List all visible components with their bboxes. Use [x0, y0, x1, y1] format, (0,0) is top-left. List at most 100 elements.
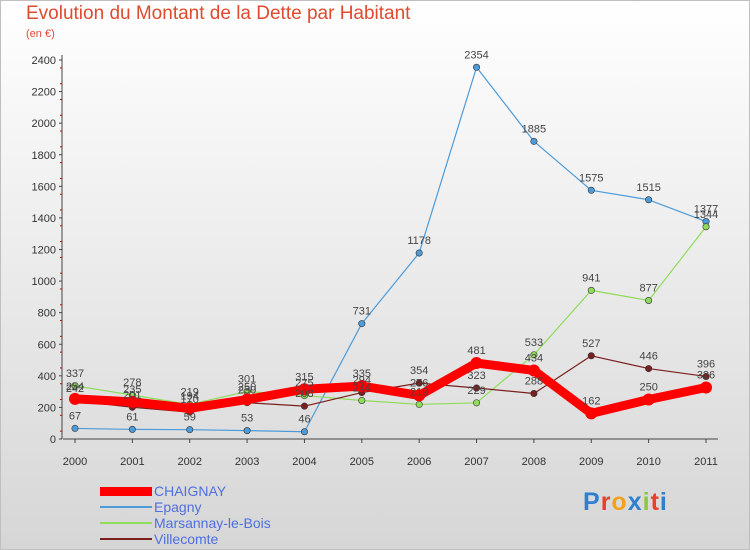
data-point: [413, 389, 426, 402]
x-tick-label: 2009: [579, 456, 603, 468]
data-point: [298, 383, 311, 396]
data-point: [645, 365, 653, 373]
logo-letter: x: [627, 488, 643, 516]
data-label: 446: [639, 351, 657, 363]
legend-label: Marsannay-le-Bois: [154, 515, 271, 531]
data-label: 162: [582, 395, 600, 407]
data-point: [587, 186, 595, 194]
data-point: [300, 428, 308, 436]
data-label: 170: [181, 394, 199, 406]
data-label: 219: [410, 386, 428, 398]
data-label: 201: [123, 389, 141, 401]
y-tick-label: 2000: [32, 118, 56, 130]
data-point: [358, 320, 366, 328]
data-point: [645, 196, 653, 204]
data-point: [473, 384, 481, 392]
y-tick-label: 1200: [32, 245, 56, 257]
logo-letter: i: [642, 488, 651, 516]
y-tick-label: 2200: [32, 87, 56, 99]
y-tick-label: 600: [38, 339, 56, 351]
data-label: 288: [525, 376, 543, 388]
data-label: 1178: [407, 235, 431, 247]
data-label: 533: [525, 337, 543, 349]
series-line-chaignay: [74, 358, 707, 418]
data-label: 242: [66, 383, 84, 395]
logo-letter: P: [583, 488, 601, 516]
data-label: 294: [353, 375, 371, 387]
data-point: [415, 379, 423, 387]
data-point: [69, 392, 81, 405]
data-label: 481: [467, 345, 485, 357]
data-label: 1885: [522, 123, 546, 135]
data-label: 1377: [694, 204, 718, 216]
data-label: 250: [238, 382, 256, 394]
data-label: 61: [126, 411, 138, 423]
x-tick-label: 2000: [63, 456, 87, 468]
data-point: [71, 382, 79, 390]
data-point: [527, 364, 540, 377]
data-label: 301: [238, 373, 256, 385]
y-tick-label: 1800: [32, 150, 56, 162]
data-label: 326: [697, 370, 715, 382]
data-point: [300, 402, 308, 410]
data-point: [71, 424, 79, 432]
legend-swatch: [100, 506, 152, 508]
data-point: [186, 426, 194, 434]
data-label: 731: [353, 306, 371, 318]
data-label: 315: [295, 371, 313, 383]
y-tick-label: 0: [50, 434, 56, 446]
data-point: [473, 399, 481, 407]
x-tick-label: 2001: [120, 456, 144, 468]
series-line-marsannay-le-bois: [74, 226, 707, 406]
logo-letter: o: [611, 488, 628, 516]
x-tick-label: 2010: [636, 456, 660, 468]
data-point: [530, 137, 538, 145]
data-label: 244: [353, 382, 371, 394]
data-point: [530, 351, 538, 359]
data-label: 46: [298, 414, 310, 426]
x-tick-label: 2011: [694, 456, 718, 468]
chart-title: Evolution du Montant de la Dette par Hab…: [26, 3, 411, 24]
legend-swatch: [100, 486, 152, 496]
data-label: 323: [467, 370, 485, 382]
data-label: 1344: [694, 209, 718, 221]
data-label: 275: [295, 378, 313, 390]
data-label: 235: [123, 384, 141, 396]
logo-letter: t: [650, 488, 660, 516]
legend-label: Epagny: [154, 499, 202, 515]
data-label: 354: [410, 365, 428, 377]
y-tick-label: 400: [38, 371, 56, 383]
data-label: 337: [66, 368, 84, 380]
data-label: 1515: [636, 182, 660, 194]
data-point: [702, 223, 710, 231]
legend-label: CHAIGNAY: [154, 483, 227, 499]
legend-label: Villecomte: [154, 531, 219, 547]
data-label: 219: [181, 386, 199, 398]
data-label: 59: [184, 412, 196, 424]
x-tick-label: 2003: [235, 456, 259, 468]
data-label: 1575: [579, 172, 603, 184]
data-point: [587, 352, 595, 360]
data-label: 278: [123, 377, 141, 389]
x-tick-label: 2008: [522, 456, 546, 468]
data-point: [358, 396, 366, 404]
logo-letter: i: [659, 488, 668, 516]
x-tick-label: 2007: [464, 456, 488, 468]
proxiti-logo: Proxiti: [583, 488, 668, 517]
legend-swatch: [100, 538, 152, 540]
data-point: [415, 400, 423, 408]
data-point: [700, 381, 712, 394]
x-tick-label: 2002: [177, 456, 201, 468]
y-tick-label: 1400: [32, 213, 56, 225]
data-label: 53: [241, 413, 253, 425]
data-point: [473, 63, 481, 71]
data-point: [530, 390, 538, 398]
data-label: 527: [582, 338, 600, 350]
data-label: 941: [582, 272, 600, 284]
data-point: [128, 425, 136, 433]
legend-swatch: [100, 522, 152, 524]
data-label: 396: [697, 358, 715, 370]
data-label: 335: [353, 368, 371, 380]
